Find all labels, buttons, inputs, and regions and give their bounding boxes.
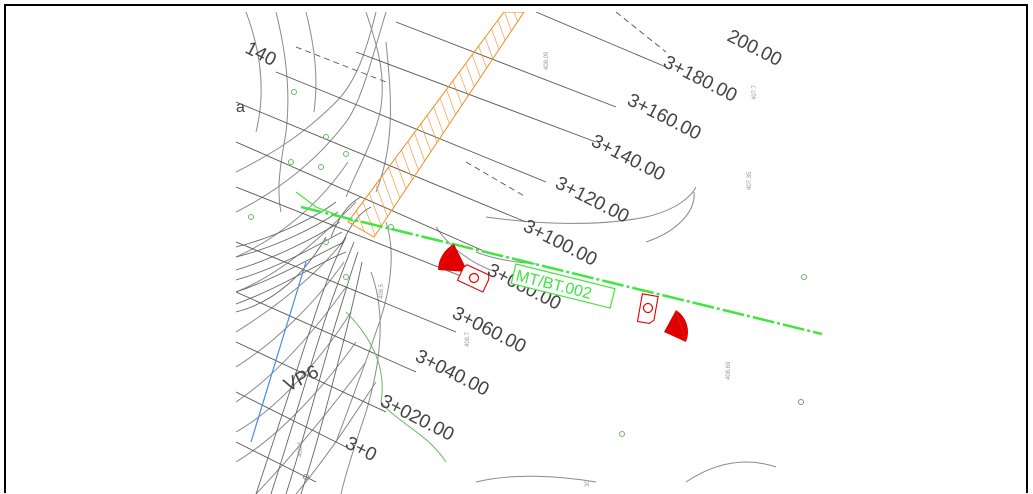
light-cone-icon <box>438 244 468 272</box>
equipment-symbol-2[interactable] <box>636 293 689 342</box>
water-line <box>250 261 307 443</box>
tree-markers <box>248 89 807 437</box>
elevation-label: 408.09 <box>544 51 550 70</box>
equipment-symbol-1[interactable] <box>438 244 490 293</box>
cable-route <box>300 205 822 336</box>
chainage-label-3140: 3+140.00 <box>588 131 669 186</box>
vegetation-line <box>345 311 447 463</box>
survey-points <box>303 399 804 480</box>
elevation-label: 30 <box>585 480 591 487</box>
chainage-label-3020: 3+020.00 <box>377 391 458 446</box>
lamp-post-icon <box>456 264 490 293</box>
chainage-label-3060: 3+060.00 <box>449 303 530 358</box>
elevation-label: 408.7 <box>465 331 471 347</box>
contour-lines <box>236 12 777 494</box>
lamp-post-icon <box>636 293 659 325</box>
chainage-label-3120: 3+120.00 <box>552 173 633 228</box>
chainage-label-3200: 200.00 <box>724 26 785 71</box>
elevation-label: 408.4 <box>298 441 304 457</box>
side-label: a <box>236 99 245 116</box>
cable-route-branch <box>295 191 357 223</box>
chainage-labels: 200.00 3+180.00 3+160.00 3+140.00 3+120.… <box>342 26 785 466</box>
light-cone-icon <box>664 310 686 342</box>
elevation-labels: 408.09 407.7 407.35 408.69 408.7 408.5 4… <box>298 51 758 487</box>
hatched-corridor <box>347 12 525 238</box>
elevation-label: 407.35 <box>747 171 753 190</box>
elevation-label: 408.69 <box>726 361 732 380</box>
site-plan-map[interactable]: 408.09 407.7 407.35 408.69 408.7 408.5 4… <box>236 12 822 494</box>
chainage-label-3000: 3+0 <box>342 433 380 466</box>
chainage-label-3180: 3+180.00 <box>660 52 741 107</box>
drawing-frame: 408.09 407.7 407.35 408.69 408.7 408.5 4… <box>4 4 1028 494</box>
elevation-label: 407.7 <box>752 84 758 100</box>
chainage-label-3160: 3+160.00 <box>624 90 705 145</box>
elevation-label: 408.5 <box>379 283 385 299</box>
top-left-label: 140 <box>242 38 280 71</box>
plan-svg: 408.09 407.7 407.35 408.69 408.7 408.5 4… <box>236 12 822 494</box>
chainage-label-3040: 3+040.00 <box>412 346 493 401</box>
